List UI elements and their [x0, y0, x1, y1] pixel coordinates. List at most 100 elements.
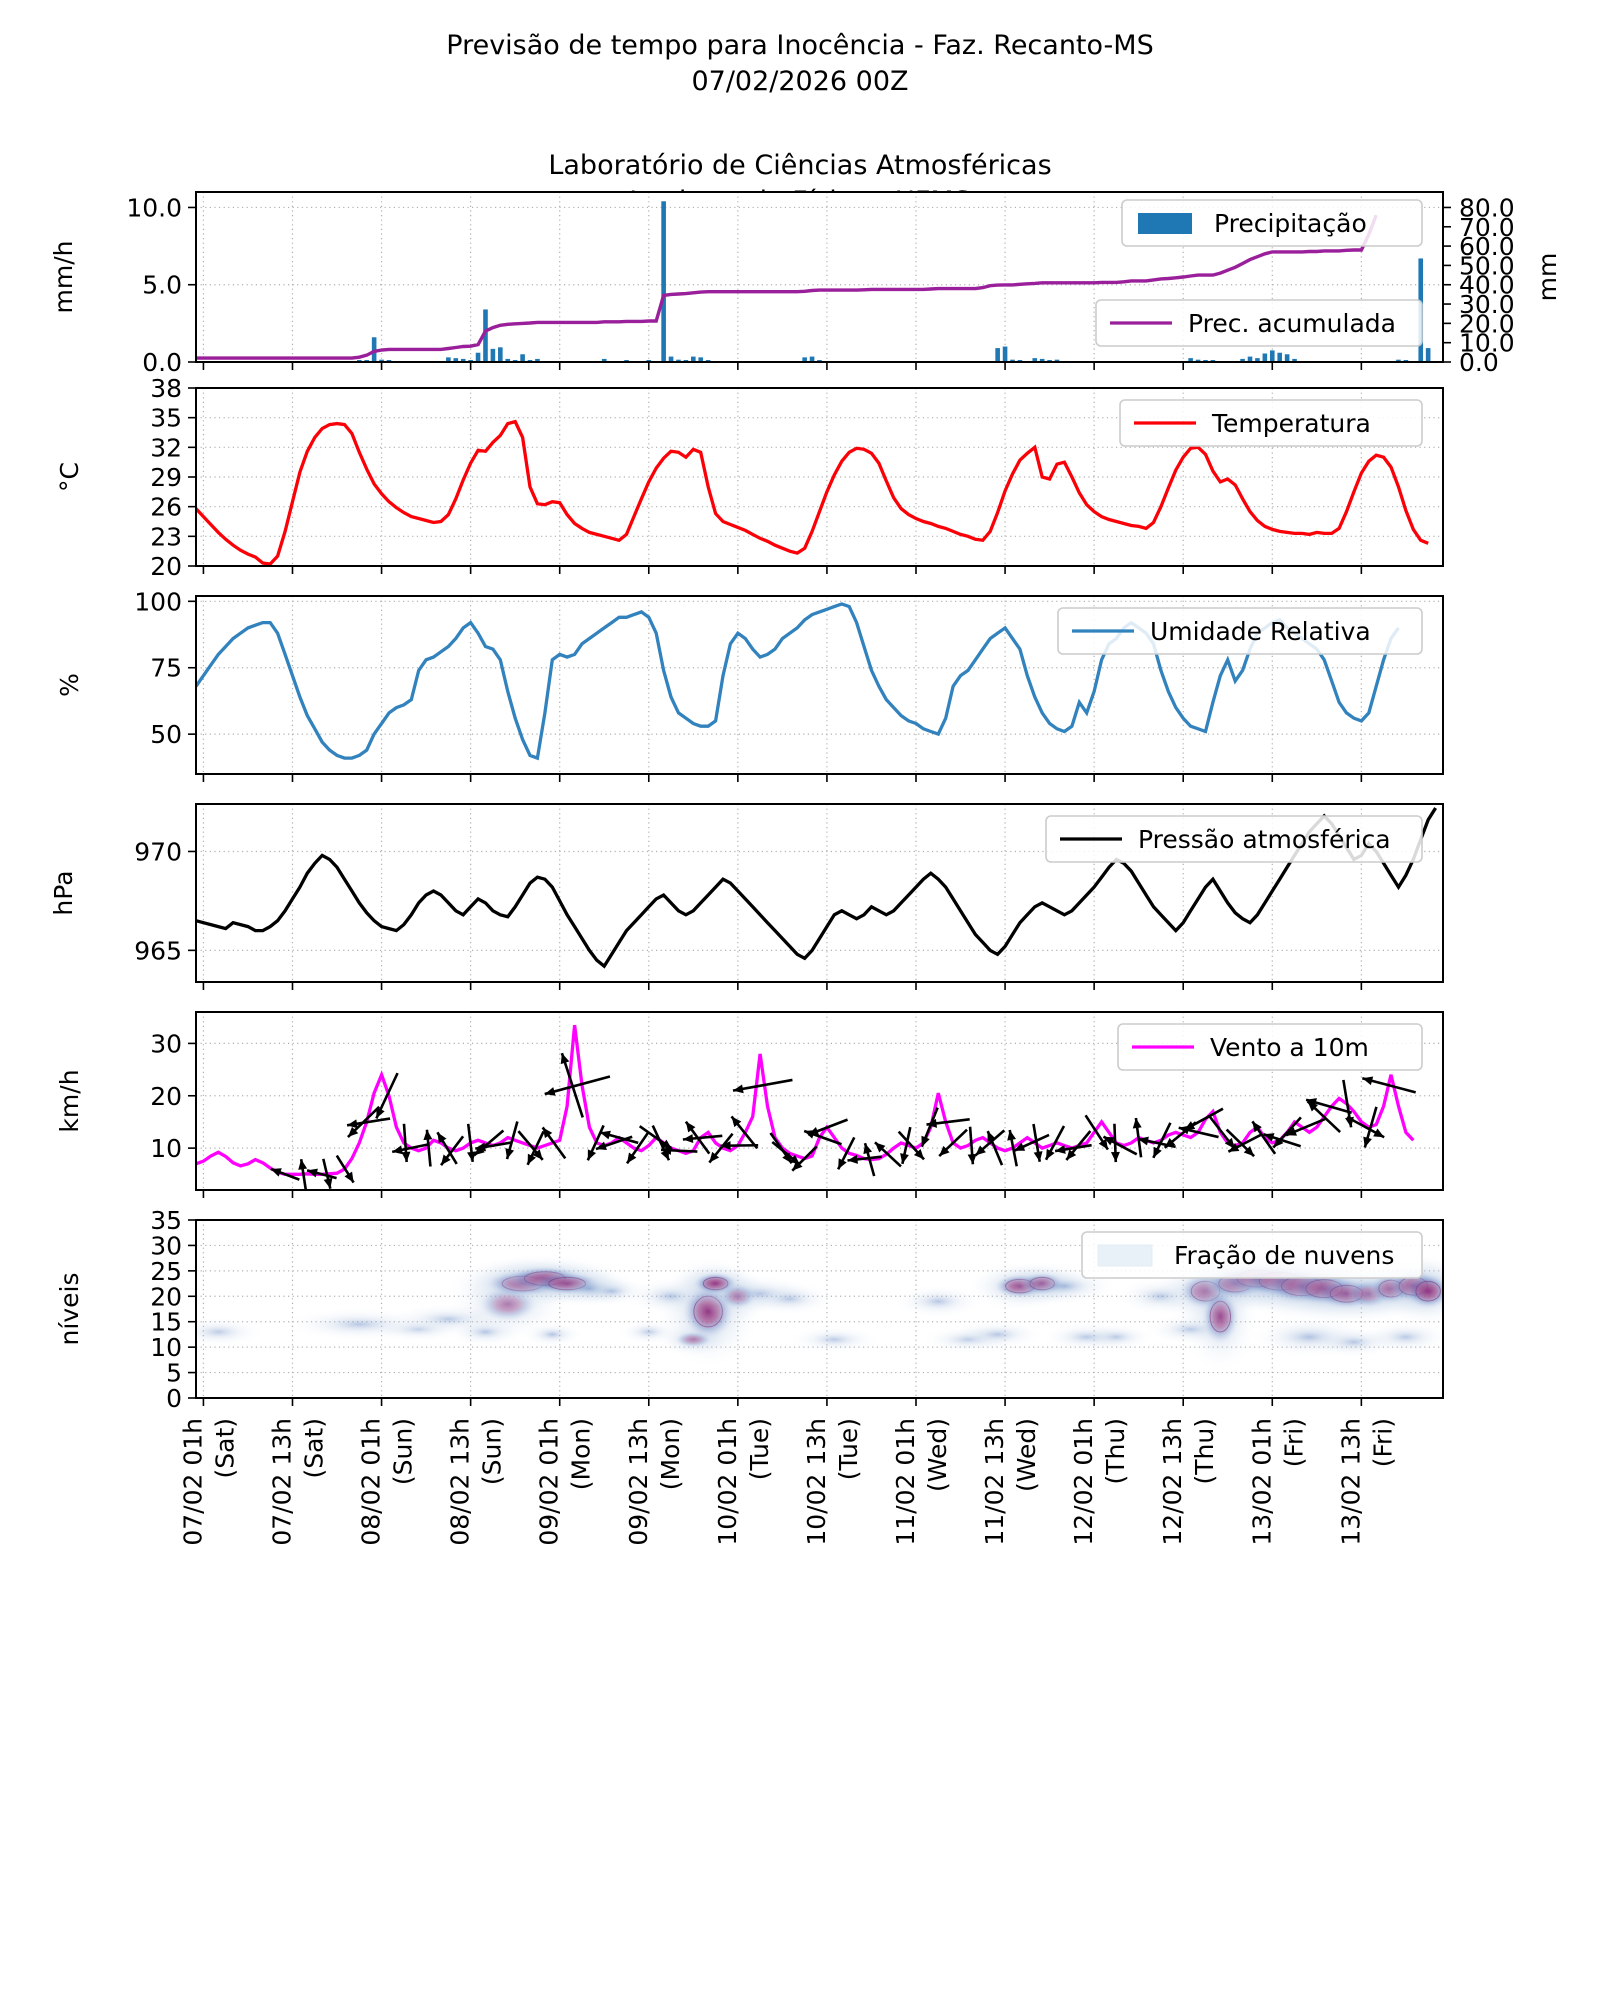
precip-bar [1247, 356, 1253, 362]
y-tick-label: 10 [150, 1333, 182, 1362]
y-tick-label: 20 [150, 552, 182, 581]
y-tick-label: 35 [150, 404, 182, 433]
y-tick-label: 0 [166, 1384, 182, 1413]
cloud-contour [1415, 1280, 1441, 1302]
y-tick-label-right: 30.0 [1459, 290, 1515, 319]
y-tick-label: 26 [150, 493, 182, 522]
legend-box [1121, 199, 1423, 247]
precip-bar [676, 359, 681, 362]
wind-arrow-head [1363, 1136, 1372, 1148]
wind-arrow-head [1164, 1137, 1176, 1148]
precip-bar [453, 358, 459, 362]
x-tick-label-date: 08/02 13h [446, 1418, 475, 1546]
wind-arrow-head [967, 1153, 977, 1165]
wind-arrow-head [323, 1177, 333, 1189]
precip-bar [1240, 358, 1245, 362]
wind-arrow [544, 1075, 611, 1096]
y-tick-label: 38 [150, 374, 182, 403]
wind-arrow-head [270, 1168, 282, 1177]
wind-arrow-head [1153, 1146, 1162, 1158]
x-tick-label: 07/02 01h (Sat) [178, 1418, 239, 1546]
precip-bar [1396, 359, 1401, 362]
wind-arrow-head [1243, 1146, 1255, 1157]
x-tick-label: 12/02 01h (Thu) [1069, 1418, 1130, 1546]
precip-bar [1277, 352, 1283, 362]
x-tick-label-date: 07/02 13h [267, 1418, 296, 1546]
wind-arrow-head [1132, 1118, 1142, 1129]
x-tick-label-day: (Wed) [1012, 1418, 1041, 1492]
cloud-blob [593, 1284, 631, 1299]
precip-bar [698, 357, 704, 362]
precip-bar [661, 201, 666, 362]
precip-bar [483, 309, 488, 362]
y-tick-label: 10 [150, 1134, 182, 1163]
wind-arrow-head [401, 1151, 411, 1162]
wind-arrow-head [682, 1134, 694, 1144]
precip-bar [1032, 358, 1038, 362]
wind-arrow-head [661, 1145, 672, 1155]
panel-frame [195, 1011, 1444, 1191]
title-line-2: 07/02/2026 00Z [691, 66, 909, 97]
wind-arrow-head [720, 1141, 731, 1151]
cloud-blob [915, 1293, 961, 1310]
y-tick-label: 20 [150, 1282, 182, 1311]
wind-arrow-head [1014, 1142, 1026, 1151]
wind-arrow-head [560, 1053, 570, 1065]
wind-arrow-head [527, 1153, 536, 1165]
page-title: Previsão de tempo para Inocência - Faz. … [0, 28, 1600, 100]
legend-wind: Vento a 10m [1117, 1023, 1423, 1071]
wind-arrow-head [939, 1145, 950, 1157]
y-tick-label: 35 [150, 1206, 182, 1235]
y-tick-label: 23 [150, 522, 182, 551]
precip-bar [1054, 359, 1060, 362]
precip-bar [668, 356, 674, 362]
precip-bar [475, 352, 481, 362]
y-tick-label: 25 [150, 1257, 182, 1286]
x-tick-label: 11/02 01h (Wed) [891, 1418, 952, 1546]
wind-arrow-head [1373, 1128, 1385, 1138]
x-tick-label-day: (Fri) [1368, 1418, 1397, 1467]
wind-arrow-head [347, 1126, 359, 1138]
wind-arrow-head [1110, 1151, 1120, 1163]
wind-arrow-head [307, 1168, 318, 1178]
legend-label: Pressão atmosférica [1138, 825, 1391, 854]
x-tick-label-day: (Tue) [834, 1418, 863, 1480]
precip-bar [1039, 358, 1045, 362]
wind-arrow-head [863, 1143, 873, 1155]
x-tick-label-date: 08/02 01h [357, 1418, 386, 1546]
wind-arrow-head [1362, 1076, 1374, 1086]
wind-arrow-head [505, 1148, 515, 1160]
precip-bar [995, 348, 1000, 362]
x-tick-label-date: 09/02 01h [535, 1418, 564, 1546]
x-tick-label-date: 07/02 01h [178, 1418, 207, 1546]
wind-arrow-head [808, 1126, 820, 1136]
cloud-blob [767, 1290, 813, 1307]
precip-bar [1002, 346, 1008, 362]
wind-arrow-head [1033, 1151, 1043, 1162]
wind-arrow-head [298, 1159, 308, 1170]
wind-arrow-head [423, 1129, 433, 1141]
precip-bar [520, 354, 525, 362]
precip-bar [1188, 358, 1193, 362]
x-tick-label-date: 10/02 13h [802, 1418, 831, 1546]
wind-arrow-head [474, 1145, 485, 1156]
wind-arrow-head [913, 1148, 925, 1160]
legend-swatch [1097, 1244, 1153, 1267]
y-tick-label: 29 [150, 463, 182, 492]
wind-arrow-head [709, 1151, 720, 1163]
x-tick-label-date: 13/02 13h [1336, 1418, 1365, 1546]
x-tick-label-date: 11/02 01h [891, 1418, 920, 1546]
precip-bar [1010, 359, 1015, 362]
x-tick-label: 11/02 13h (Wed) [980, 1418, 1041, 1546]
y-tick-label: 5.0 [142, 271, 182, 300]
y-tick-label: 10.0 [126, 193, 182, 222]
x-tick-label-date: 09/02 13h [624, 1418, 653, 1546]
y-tick-label: 965 [134, 936, 182, 965]
y-tick-label: 970 [134, 837, 182, 866]
wind-arrow-head [627, 1152, 637, 1164]
y-tick-label: 30 [150, 1231, 182, 1260]
wind-arrow-head [987, 1131, 996, 1143]
wind-arrow-head [732, 1084, 744, 1094]
y-tick-label: 5 [166, 1359, 182, 1388]
